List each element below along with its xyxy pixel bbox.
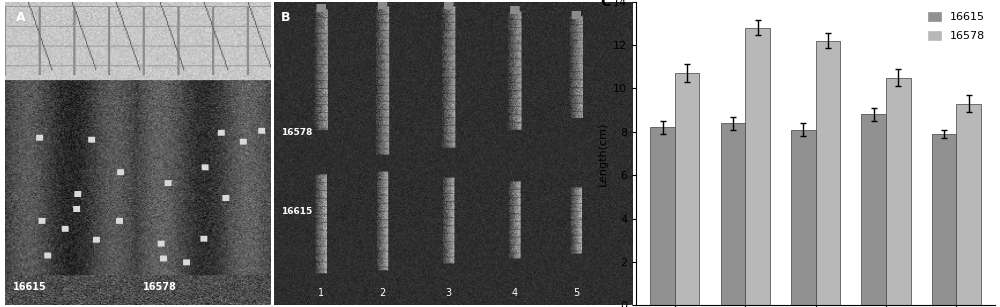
Text: B: B	[281, 11, 291, 24]
Bar	[861, 115, 886, 305]
Text: C: C	[600, 0, 611, 10]
Text: 2: 2	[380, 288, 386, 298]
Text: 16615: 16615	[281, 207, 313, 216]
Text: 4: 4	[512, 288, 518, 298]
Bar	[932, 134, 956, 305]
Text: 16615: 16615	[13, 282, 47, 292]
Bar	[721, 123, 745, 305]
Text: 5: 5	[573, 288, 579, 298]
Text: A: A	[16, 11, 25, 24]
Bar	[956, 103, 981, 305]
Text: 16578: 16578	[143, 282, 177, 292]
Bar	[650, 127, 675, 305]
Bar	[745, 28, 770, 305]
Y-axis label: Length(cm): Length(cm)	[597, 121, 607, 186]
Legend: 16615, 16578: 16615, 16578	[923, 7, 989, 46]
Text: 3: 3	[446, 288, 452, 298]
Bar	[791, 130, 816, 305]
Bar	[886, 78, 911, 305]
Text: 16578: 16578	[281, 128, 313, 137]
Bar	[816, 41, 840, 305]
Text: 1: 1	[318, 288, 324, 298]
Bar	[675, 73, 699, 305]
